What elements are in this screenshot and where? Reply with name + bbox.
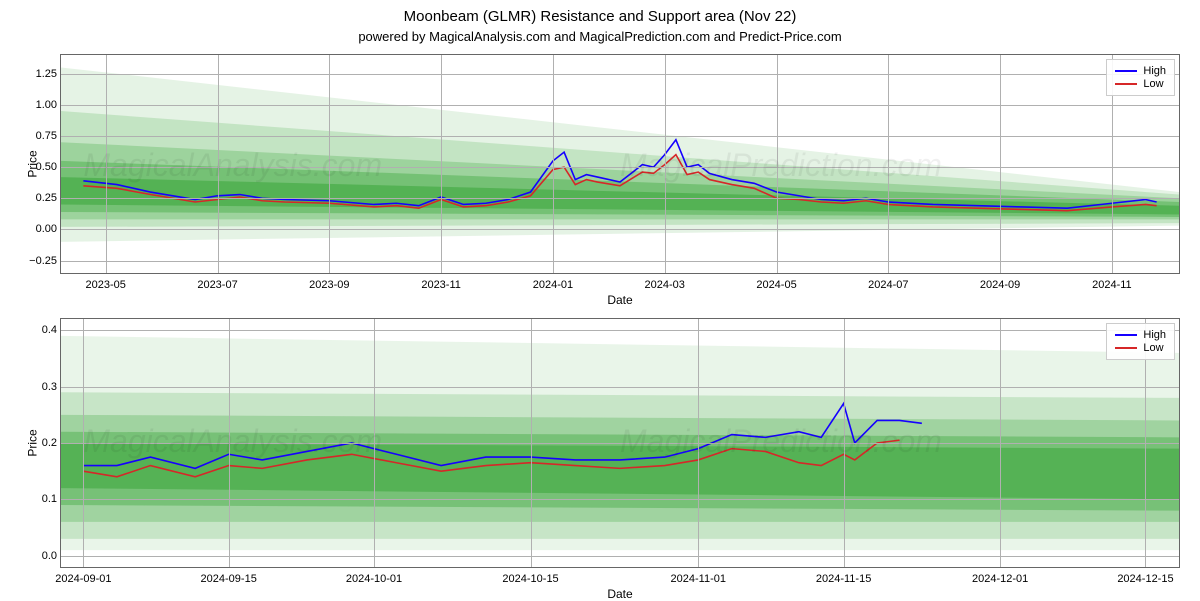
xtick: 2024-11: [1092, 279, 1132, 291]
xtick: 2023-07: [197, 279, 237, 291]
xtick: 2024-12-15: [1117, 573, 1173, 585]
top-plot-svg: [61, 55, 1179, 273]
xtick: 2024-09-15: [201, 573, 257, 585]
xtick: 2024-11-01: [671, 573, 726, 585]
legend-swatch-high: [1115, 334, 1137, 336]
xtick: 2023-11: [421, 279, 461, 291]
chart-subtitle: powered by MagicalAnalysis.com and Magic…: [0, 25, 1200, 50]
xtick: 2024-09: [980, 279, 1020, 291]
xtick: 2023-09: [309, 279, 349, 291]
legend-bottom: High Low: [1106, 323, 1175, 360]
ytick: 0.3: [13, 381, 57, 393]
ytick: −0.25: [13, 255, 57, 267]
legend-swatch-high: [1115, 70, 1137, 72]
legend-label-low: Low: [1143, 78, 1163, 90]
ytick: 0.1: [13, 493, 57, 505]
ytick: 1.25: [13, 68, 57, 80]
ytick: 0.2: [13, 437, 57, 449]
ytick: 0.00: [13, 223, 57, 235]
legend-item-low: Low: [1115, 78, 1166, 90]
legend-item-high: High: [1115, 65, 1166, 77]
legend-item-high: High: [1115, 329, 1166, 341]
xtick: 2024-10-01: [346, 573, 402, 585]
legend-label-high: High: [1143, 329, 1166, 341]
ytick: 0.4: [13, 324, 57, 336]
xtick: 2024-11-15: [816, 573, 871, 585]
xlabel-top: Date: [607, 293, 632, 307]
ytick: 0.25: [13, 192, 57, 204]
legend-item-low: Low: [1115, 342, 1166, 354]
xtick: 2024-03: [645, 279, 685, 291]
bottom-chart: Price Date High Low MagicalAnalysis.com …: [60, 318, 1180, 568]
xtick: 2024-01: [533, 279, 573, 291]
top-chart: Price Date High Low MagicalAnalysis.com …: [60, 54, 1180, 274]
legend-label-low: Low: [1143, 342, 1163, 354]
xtick: 2024-09-01: [55, 573, 111, 585]
legend-label-high: High: [1143, 65, 1166, 77]
xtick: 2023-05: [86, 279, 126, 291]
ytick: 0.0: [13, 550, 57, 562]
chart-title: Moonbeam (GLMR) Resistance and Support a…: [0, 0, 1200, 25]
ytick: 0.75: [13, 130, 57, 142]
legend-swatch-low: [1115, 83, 1137, 85]
ytick: 0.50: [13, 161, 57, 173]
xtick: 2024-07: [868, 279, 908, 291]
legend-swatch-low: [1115, 347, 1137, 349]
xlabel-bottom: Date: [607, 587, 632, 601]
xtick: 2024-05: [756, 279, 796, 291]
xtick: 2024-10-15: [502, 573, 558, 585]
xtick: 2024-12-01: [972, 573, 1028, 585]
legend-top: High Low: [1106, 59, 1175, 96]
ytick: 1.00: [13, 99, 57, 111]
